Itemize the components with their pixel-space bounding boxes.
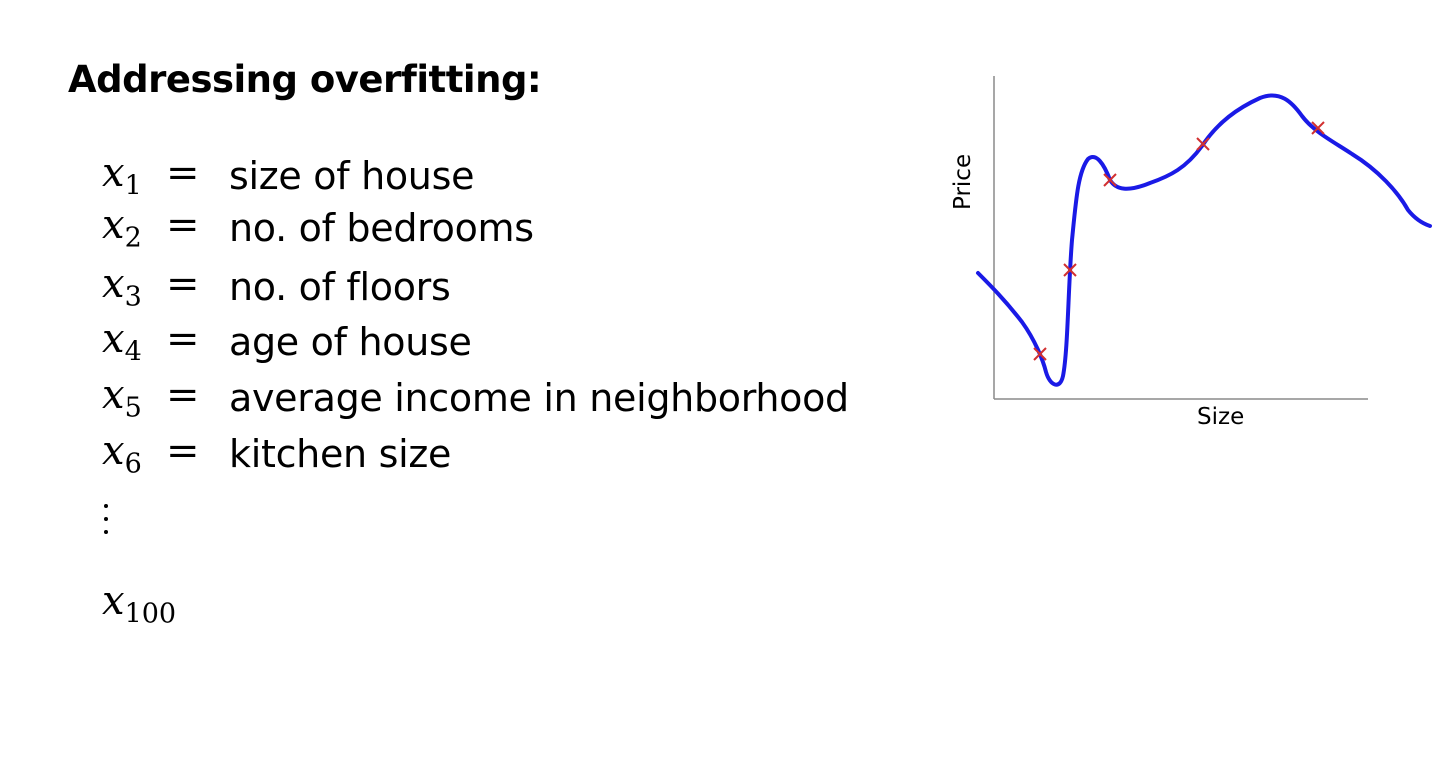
- feature-variable: x4: [102, 316, 142, 368]
- feature-description: size of house: [229, 154, 475, 198]
- overfit-plot: [976, 76, 1432, 400]
- feature-description: average income in neighborhood: [229, 376, 849, 420]
- vertical-ellipsis: [104, 504, 112, 543]
- feature-list: x1 = size of house x2 = no. of bedrooms …: [102, 0, 902, 774]
- feature-variable: x5: [102, 372, 142, 424]
- overfit-curve: [976, 93, 1432, 387]
- x-axis-label: Size: [1197, 404, 1245, 430]
- equals-sign: =: [166, 428, 200, 474]
- y-axis-label: Price: [950, 153, 976, 210]
- feature-description: age of house: [229, 320, 472, 364]
- slide-title: Addressing overfitting:: [68, 58, 542, 101]
- equals-sign: =: [166, 150, 200, 196]
- training-points: [1033, 121, 1325, 361]
- feature-description: kitchen size: [229, 432, 452, 476]
- data-point-marker: [1103, 173, 1117, 187]
- data-point-marker: [1311, 121, 1325, 135]
- equals-sign: =: [166, 316, 200, 362]
- feature-description: no. of bedrooms: [229, 206, 534, 250]
- equals-sign: =: [166, 202, 200, 248]
- data-point-marker: [1063, 263, 1077, 277]
- feature-variable: x1: [102, 150, 142, 202]
- data-point-marker: [1196, 137, 1210, 151]
- equals-sign: =: [166, 261, 200, 307]
- overfit-figure: Price Size: [950, 60, 1450, 450]
- feature-variable: x3: [102, 261, 142, 313]
- feature-variable: x6: [102, 428, 142, 480]
- feature-variable: x2: [102, 202, 142, 254]
- data-point-marker: [1033, 347, 1047, 361]
- equals-sign: =: [166, 372, 200, 418]
- feature-variable: x100: [102, 578, 177, 630]
- feature-description: no. of floors: [229, 265, 451, 309]
